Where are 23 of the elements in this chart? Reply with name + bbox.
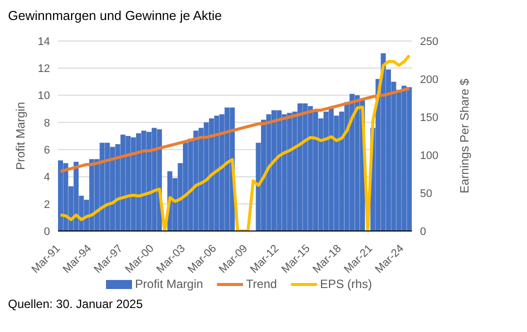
- chart-title: Gewinnmargen und Gewinne je Aktie: [8, 8, 223, 23]
- y2-tick-label: 50: [420, 188, 432, 200]
- y2-tick-label: 0: [420, 226, 426, 238]
- y-axis-title: Profit Margin: [13, 102, 28, 170]
- y-tick-label: 8: [44, 117, 50, 130]
- line-series: [59, 54, 411, 231]
- y2-tick-label: 150: [420, 112, 438, 124]
- legend-label: Profit Margin: [134, 277, 204, 291]
- line-series: [59, 87, 411, 173]
- source-note: Quellen: 30. Januar 2025: [8, 297, 144, 311]
- y-tick-label: 12: [38, 63, 50, 76]
- y-tick-label: 10: [38, 90, 50, 102]
- y-tick-label: 14: [38, 36, 50, 48]
- y-tick-label: 2: [44, 198, 50, 211]
- y-tick-label: 0: [44, 226, 50, 238]
- y-tick-label: 4: [44, 172, 50, 184]
- y-tick-label: 6: [44, 144, 50, 156]
- y2-tick-label: 200: [420, 74, 438, 86]
- y2-axis-title: Earnings Per Share $: [457, 78, 472, 194]
- legend-label: Trend: [245, 277, 277, 291]
- legend-label: EPS (rhs): [318, 277, 372, 291]
- y2-tick-label: 100: [420, 150, 438, 162]
- y2-tick-label: 250: [420, 36, 438, 48]
